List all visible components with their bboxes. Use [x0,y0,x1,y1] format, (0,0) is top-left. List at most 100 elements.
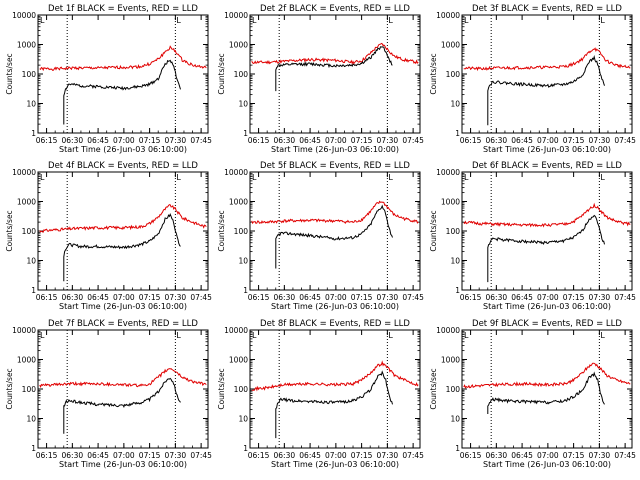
y-tick-label: 1000 [441,356,460,365]
y-tick-label: 100 [234,227,249,236]
y-tick-label: 10 [450,100,460,109]
x-tick-label: 07:30 [589,293,611,302]
y-tick-label: 100 [22,227,37,236]
y-tick-label: 1000 [17,198,36,207]
corner-mark-left: L [464,16,469,25]
chart-title: Det 3f BLACK = Events, RED = LLD [472,4,622,14]
y-tick-label: 100 [234,70,249,79]
y-tick-label: 100 [234,385,249,394]
series-line-lld [39,45,207,72]
series-line-events [487,371,605,414]
x-tick-label: 06:45 [299,136,321,145]
x-tick-label: 06:15 [460,293,482,302]
y-axis-label: Counts/sec [429,368,438,409]
corner-mark-left: L [40,331,45,340]
y-axis-label: Counts/sec [217,210,226,251]
x-tick-label: 07:45 [614,451,636,460]
x-tick-label: 07:15 [563,293,585,302]
x-tick-label: 06:45 [87,293,109,302]
series-line-events [275,204,393,269]
x-tick-label: 06:15 [36,136,58,145]
y-axis-label: Counts/sec [429,210,438,251]
corner-mark-right: L [388,16,393,25]
y-tick-label: 100 [22,70,37,79]
series-line-events [63,59,181,125]
y-tick-label: 1 [455,444,460,453]
x-tick-label: 07:00 [113,136,135,145]
x-tick-label: 06:45 [511,451,533,460]
x-tick-label: 07:00 [113,293,135,302]
y-tick-label: 10 [26,415,36,424]
x-tick-label: 06:15 [36,451,58,460]
x-axis-label: Start Time (26-Jun-03 06:10:00) [271,145,399,154]
y-tick-label: 1000 [17,356,36,365]
series-line-lld [251,42,419,65]
x-tick-label: 06:30 [486,136,508,145]
y-tick-label: 100 [446,227,461,236]
x-tick-label: 06:30 [62,136,84,145]
corner-mark-right: L [176,331,181,340]
x-tick-label: 07:45 [402,451,424,460]
plot-frame [461,329,633,449]
x-tick-label: 06:30 [486,293,508,302]
x-tick-label: 07:15 [351,136,373,145]
x-tick-label: 07:30 [377,451,399,460]
y-tick-label: 10000 [12,326,36,335]
x-tick-label: 07:00 [537,136,559,145]
y-tick-label: 100 [446,385,461,394]
y-tick-label: 1 [455,129,460,138]
x-tick-label: 07:45 [614,293,636,302]
chart-title: Det 1f BLACK = Events, RED = LLD [48,4,198,14]
y-tick-label: 100 [22,385,37,394]
series-line-lld [251,360,419,392]
series-line-events [275,46,393,92]
x-tick-label: 06:30 [62,451,84,460]
x-tick-label: 07:45 [190,136,212,145]
x-tick-label: 06:30 [62,293,84,302]
chart-title: Det 2f BLACK = Events, RED = LLD [260,4,410,14]
corner-mark-right: L [388,331,393,340]
x-tick-label: 06:30 [274,293,296,302]
x-tick-label: 07:15 [139,451,161,460]
y-tick-label: 10 [238,415,248,424]
series-line-events [63,212,181,282]
x-tick-label: 07:00 [537,293,559,302]
x-tick-label: 06:15 [460,451,482,460]
x-tick-label: 06:30 [486,451,508,460]
y-tick-label: 1 [31,129,36,138]
y-tick-label: 1 [455,286,460,295]
x-tick-label: 06:45 [87,451,109,460]
x-tick-label: 06:30 [274,136,296,145]
x-tick-label: 07:15 [351,451,373,460]
x-axis-label: Start Time (26-Jun-03 06:10:00) [59,460,187,469]
corner-mark-right: L [600,331,605,340]
y-axis-label: Counts/sec [217,368,226,409]
series-line-lld [251,200,419,225]
x-axis-label: Start Time (26-Jun-03 06:10:00) [271,460,399,469]
y-tick-label: 10000 [12,11,36,20]
y-tick-label: 10000 [224,326,248,335]
x-tick-label: 07:45 [190,293,212,302]
x-tick-label: 07:15 [139,136,161,145]
x-tick-label: 07:30 [377,136,399,145]
x-axis-label: Start Time (26-Jun-03 06:10:00) [59,145,187,154]
corner-mark-right: L [600,173,605,182]
x-tick-label: 06:45 [299,451,321,460]
y-tick-label: 10 [238,257,248,266]
y-tick-label: 1000 [17,41,36,50]
corner-mark-right: L [176,16,181,25]
chart-title: Det 5f BLACK = Events, RED = LLD [260,161,410,171]
y-tick-label: 1 [243,286,248,295]
x-tick-label: 07:15 [563,136,585,145]
x-tick-label: 07:30 [165,136,187,145]
x-tick-label: 06:15 [36,293,58,302]
y-tick-label: 1 [243,129,248,138]
corner-mark-left: L [40,16,45,25]
x-tick-label: 07:30 [165,451,187,460]
y-tick-label: 1000 [229,356,248,365]
x-tick-label: 06:45 [511,293,533,302]
